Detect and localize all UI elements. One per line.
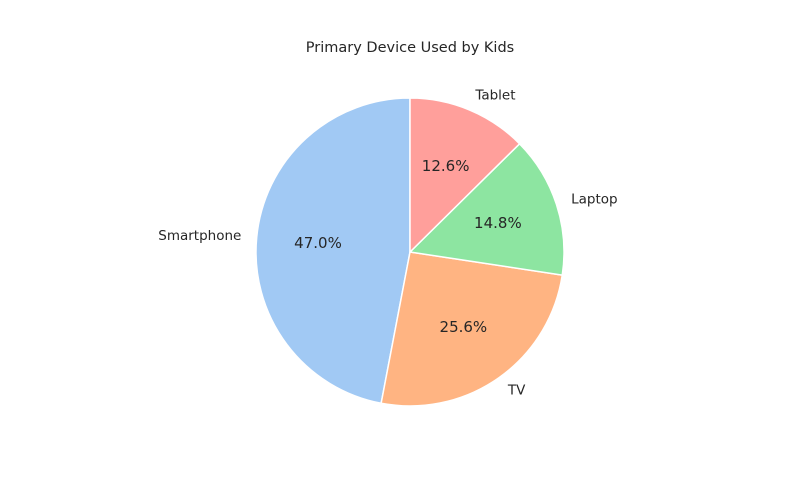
pie-slice-smartphone <box>255 97 411 405</box>
percent-labels: 47.0% 25.6% 14.8% 12.6% <box>294 157 522 336</box>
chart-title: Primary Device Used by Kids <box>306 40 514 56</box>
percent-label-smartphone: 47.0% <box>294 234 342 252</box>
pie-slices <box>255 97 565 407</box>
percent-label-laptop: 14.8% <box>474 214 522 232</box>
category-label-tablet: Tablet <box>474 88 515 104</box>
pie-slice-laptop <box>409 143 565 276</box>
category-label-tv: TV <box>507 382 526 398</box>
category-label-laptop: Laptop <box>571 192 618 208</box>
pie-slice-tablet <box>409 97 521 253</box>
percent-label-tablet: 12.6% <box>422 157 470 175</box>
pie-slice-tv <box>380 251 564 407</box>
category-labels: Smartphone TV Laptop Tablet <box>158 88 617 399</box>
category-label-smartphone: Smartphone <box>158 228 241 244</box>
percent-label-tv: 25.6% <box>440 318 488 336</box>
